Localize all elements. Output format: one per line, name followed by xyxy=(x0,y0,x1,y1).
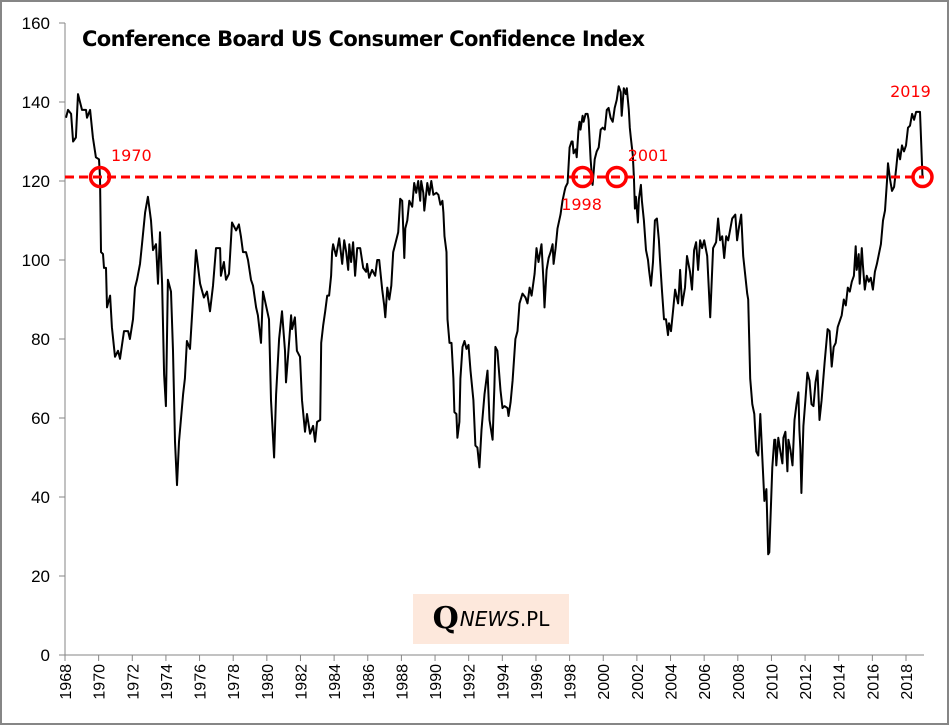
annotation-circle-1970 xyxy=(88,165,112,189)
logo-q: Q xyxy=(432,601,459,636)
x-tick-label: 2006 xyxy=(697,664,714,700)
y-axis-ticks: 0 20 40 60 80 100 120 140 160 xyxy=(22,14,65,665)
x-tick-label: 1974 xyxy=(159,664,176,700)
x-tick-label: 1988 xyxy=(394,664,411,700)
y-tick-label: 100 xyxy=(22,251,50,270)
x-tick-label: 2004 xyxy=(664,664,681,700)
x-tick-label: 1978 xyxy=(226,664,243,700)
annotation-label-1970: 1970 xyxy=(111,146,152,165)
annotation-circle-1998 xyxy=(571,165,594,189)
series-group xyxy=(65,85,924,556)
axes xyxy=(59,23,924,656)
series-line-consumer-confidence xyxy=(65,85,924,556)
x-tick-label: 2014 xyxy=(832,664,849,700)
x-tick-label: 2018 xyxy=(899,664,916,700)
annotation-label-1998: 1998 xyxy=(561,195,602,214)
chart-title: Conference Board US Consumer Confidence … xyxy=(82,27,645,51)
y-tick-label: 160 xyxy=(22,14,50,33)
y-tick-label: 120 xyxy=(22,172,50,191)
x-tick-label: 1998 xyxy=(563,664,580,700)
x-tick-label: 1994 xyxy=(495,664,512,700)
annotation-circle-2019 xyxy=(911,165,934,189)
y-tick-label: 60 xyxy=(31,409,50,428)
x-tick-label: 1970 xyxy=(92,664,109,700)
logo-pl: .PL xyxy=(519,607,550,631)
x-tick-label: 1968 xyxy=(58,664,75,700)
y-tick-label: 20 xyxy=(31,567,50,586)
x-tick-label: 2008 xyxy=(731,664,748,700)
x-tick-label: 1984 xyxy=(327,664,344,700)
x-axis-ticks: 1968 1970 1972 1974 1976 1978 1980 1982 1984 1986… xyxy=(58,655,916,700)
annotations-group: 1970 1998 2001 2019 xyxy=(88,82,934,214)
x-tick-label: 1980 xyxy=(260,664,277,700)
annotation-circle-2001 xyxy=(605,165,628,189)
x-tick-label: 2016 xyxy=(865,664,882,700)
y-tick-label: 140 xyxy=(22,93,50,112)
qnews-logo: Q NEWS .PL xyxy=(413,594,569,644)
x-tick-label: 1996 xyxy=(529,664,546,700)
x-tick-label: 1986 xyxy=(361,664,378,700)
x-tick-label: 1990 xyxy=(428,664,445,700)
x-tick-label: 2010 xyxy=(764,664,781,700)
x-tick-label: 2002 xyxy=(630,664,647,700)
x-tick-label: 2000 xyxy=(596,664,613,700)
logo-news: NEWS xyxy=(459,607,520,631)
y-tick-label: 0 xyxy=(41,646,50,665)
x-tick-label: 1982 xyxy=(293,664,310,700)
x-tick-label: 1976 xyxy=(193,664,210,700)
x-tick-label: 2012 xyxy=(798,664,815,700)
x-tick-label: 1972 xyxy=(125,664,142,700)
y-tick-label: 80 xyxy=(31,330,50,349)
y-tick-label: 40 xyxy=(31,488,50,507)
annotation-label-2019: 2019 xyxy=(890,82,931,101)
x-tick-label: 1992 xyxy=(462,664,479,700)
annotation-label-2001: 2001 xyxy=(628,146,669,165)
